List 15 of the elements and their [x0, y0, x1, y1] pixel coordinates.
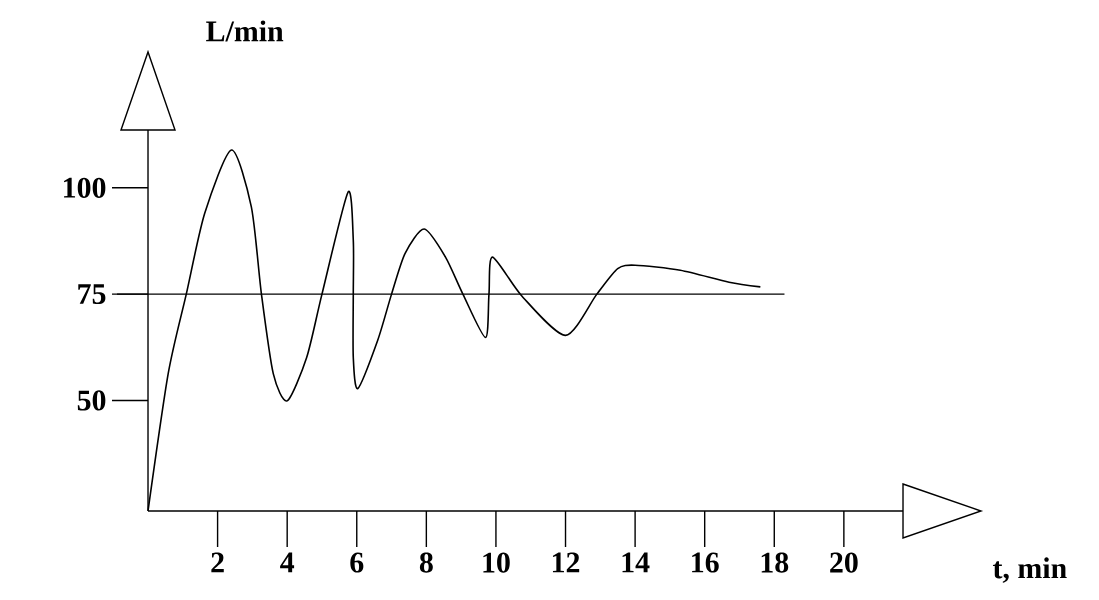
y-axis-title: L/min [206, 20, 284, 42]
x-tick-label: 16 [692, 552, 719, 573]
x-tick-label: 18 [761, 552, 789, 573]
x-tick-label: 14 [622, 552, 650, 573]
x-axis-title: t, min [992, 557, 1067, 583]
y-tick-label: 75 [78, 284, 106, 305]
x-tick-label: 12 [552, 552, 580, 573]
x-tick-label: 8 [419, 552, 433, 573]
x-tick-label: 4 [280, 552, 295, 573]
y-tick-label: 50 [77, 390, 106, 411]
x-tick-label: 6 [350, 552, 364, 573]
x-tick-label: 10 [483, 552, 510, 573]
x-tick-label: 20 [830, 552, 858, 573]
y-tick-label: 100 [64, 177, 106, 198]
x-tick-label: 2 [211, 552, 224, 573]
